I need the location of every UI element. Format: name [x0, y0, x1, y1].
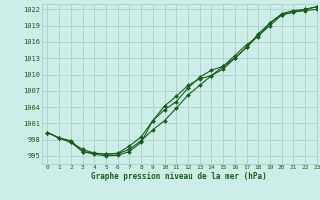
X-axis label: Graphe pression niveau de la mer (hPa): Graphe pression niveau de la mer (hPa)	[91, 172, 267, 181]
